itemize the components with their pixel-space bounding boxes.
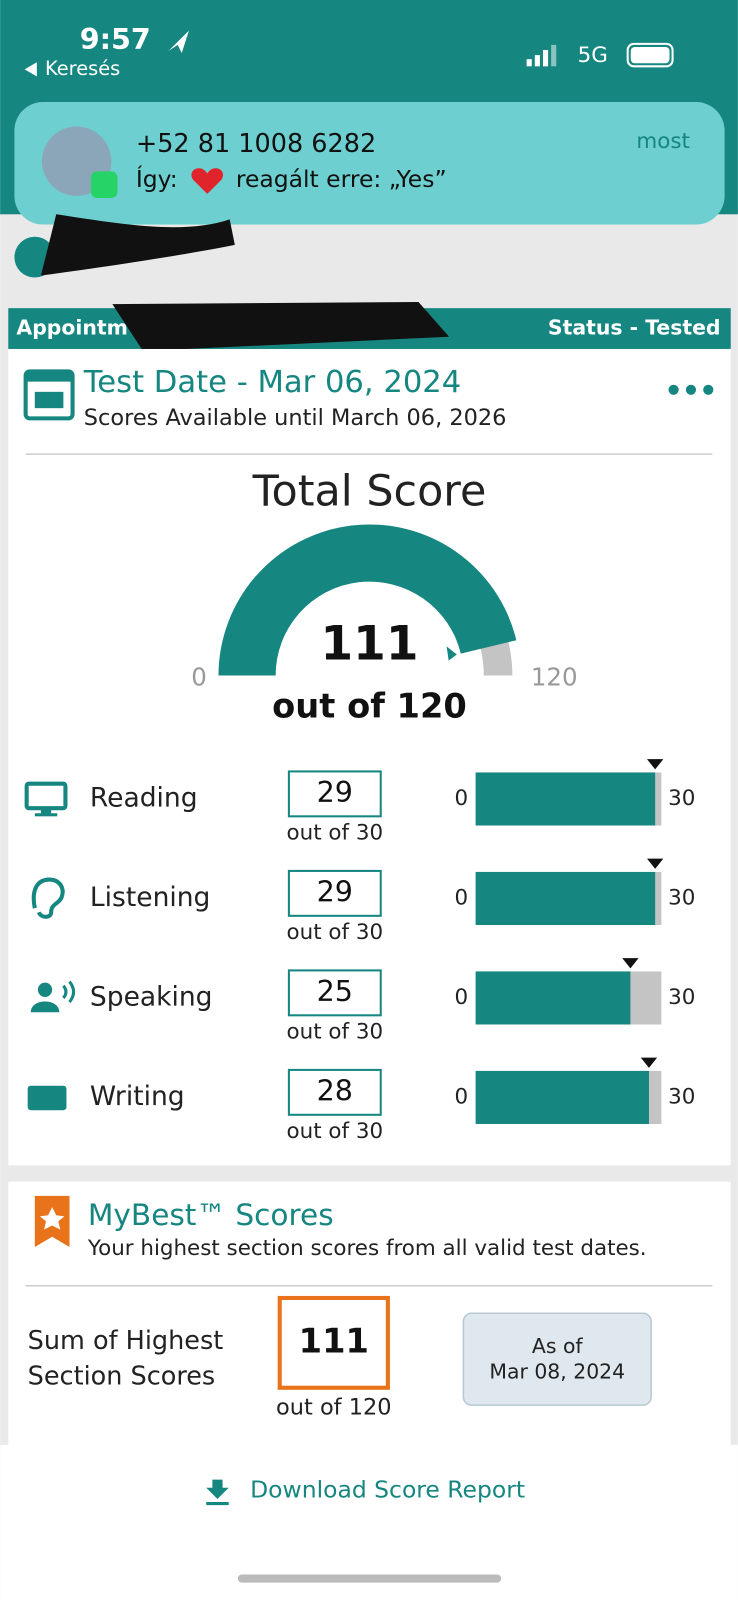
appointment-label: Appointm (16, 316, 127, 340)
section-score: 29 (317, 874, 353, 908)
bar-min: 0 (455, 1084, 469, 1109)
section-name: Listening (90, 882, 210, 913)
total-title: Total Score (252, 466, 487, 516)
section-score: 28 (317, 1073, 353, 1107)
calendar-icon (23, 369, 75, 421)
bar-min: 0 (455, 985, 469, 1010)
bar-marker (640, 1057, 658, 1068)
score-card (8, 348, 731, 1166)
battery (626, 42, 674, 68)
bar-fill (475, 871, 656, 925)
section-name: Speaking (90, 981, 213, 1012)
appointment-status: Status - Tested (548, 316, 721, 340)
gauge (218, 524, 517, 676)
mybest-score: 111 (299, 1321, 369, 1360)
redaction (112, 302, 450, 352)
section-out-of: out of 30 (287, 1020, 384, 1045)
section-score-box (287, 1068, 382, 1116)
bar-max: 30 (668, 985, 695, 1010)
bar-fill (475, 772, 656, 826)
bar-fill (475, 1070, 649, 1124)
gauge-fill (218, 524, 517, 676)
total-score: 111 (321, 616, 419, 671)
notification-sender: +52 81 1008 6282 (136, 129, 376, 159)
bar-max: 30 (668, 1084, 695, 1109)
mybest-star (39, 1207, 65, 1230)
bar-min: 0 (455, 786, 469, 811)
network: 5G (578, 43, 608, 68)
as-of-label: As of (532, 1334, 584, 1358)
notification[interactable] (14, 102, 725, 225)
as-of-date: Mar 08, 2024 (489, 1359, 625, 1383)
section-score-box (287, 869, 382, 917)
bar-marker (622, 958, 639, 969)
section-score-box (287, 969, 382, 1017)
notification-message: reagált erre: „Yes” (236, 165, 447, 193)
signal-icon (526, 44, 557, 67)
bar-marker (646, 858, 664, 869)
bar-marker (646, 759, 664, 770)
sum-label: Section Scores (28, 1362, 216, 1392)
download-link[interactable]: Download Score Report (250, 1475, 525, 1503)
gauge-pointer (446, 646, 457, 661)
footer (0, 1444, 738, 1600)
gauge-min: 0 (191, 663, 207, 692)
download-icon[interactable] (206, 1479, 229, 1506)
mybest-title: MyBest™ Scores (88, 1198, 334, 1232)
mybest-out-of: out of 120 (276, 1395, 391, 1421)
section-score: 25 (317, 974, 353, 1008)
bar-fill (475, 971, 631, 1025)
test-date: Test Date - Mar 06, 2024 (83, 365, 461, 400)
mybest-score-box (277, 1295, 390, 1390)
more-menu[interactable] (668, 384, 714, 395)
bar-max: 30 (668, 786, 695, 811)
sum-label: Sum of Highest (28, 1326, 224, 1356)
section-out-of: out of 30 (287, 920, 384, 945)
time: 9:57 (80, 22, 151, 56)
battery-level (630, 46, 670, 64)
section-name: Reading (90, 782, 198, 813)
section-out-of: out of 30 (287, 821, 384, 846)
location-icon (168, 30, 189, 54)
mybest-subtitle: Your highest section scores from all val… (87, 1236, 647, 1261)
heart-emoji (191, 168, 224, 194)
section-name: Writing (90, 1081, 185, 1112)
back-link[interactable]: Keresés (45, 57, 120, 80)
sections: Reading 29 out of 30 0 30 Listening 29 out of 3… (90, 759, 695, 1144)
section-icons (24, 781, 76, 1111)
scores-available: Scores Available until March 06, 2026 (84, 405, 507, 431)
bar-min: 0 (455, 885, 469, 910)
whatsapp-badge (90, 171, 118, 198)
as-of-badge (462, 1312, 652, 1406)
notification-time: most (636, 129, 690, 154)
notification-prefix: Így: (136, 165, 178, 193)
section-score-box (287, 770, 382, 818)
bar-max: 30 (668, 885, 695, 910)
section-out-of: out of 30 (287, 1119, 384, 1144)
redaction (40, 214, 235, 276)
gauge-max: 120 (531, 663, 578, 692)
back-arrow[interactable] (24, 62, 37, 77)
home-indicator (237, 1574, 502, 1583)
total-out-of: out of 120 (272, 687, 467, 726)
section-score: 29 (317, 775, 353, 809)
